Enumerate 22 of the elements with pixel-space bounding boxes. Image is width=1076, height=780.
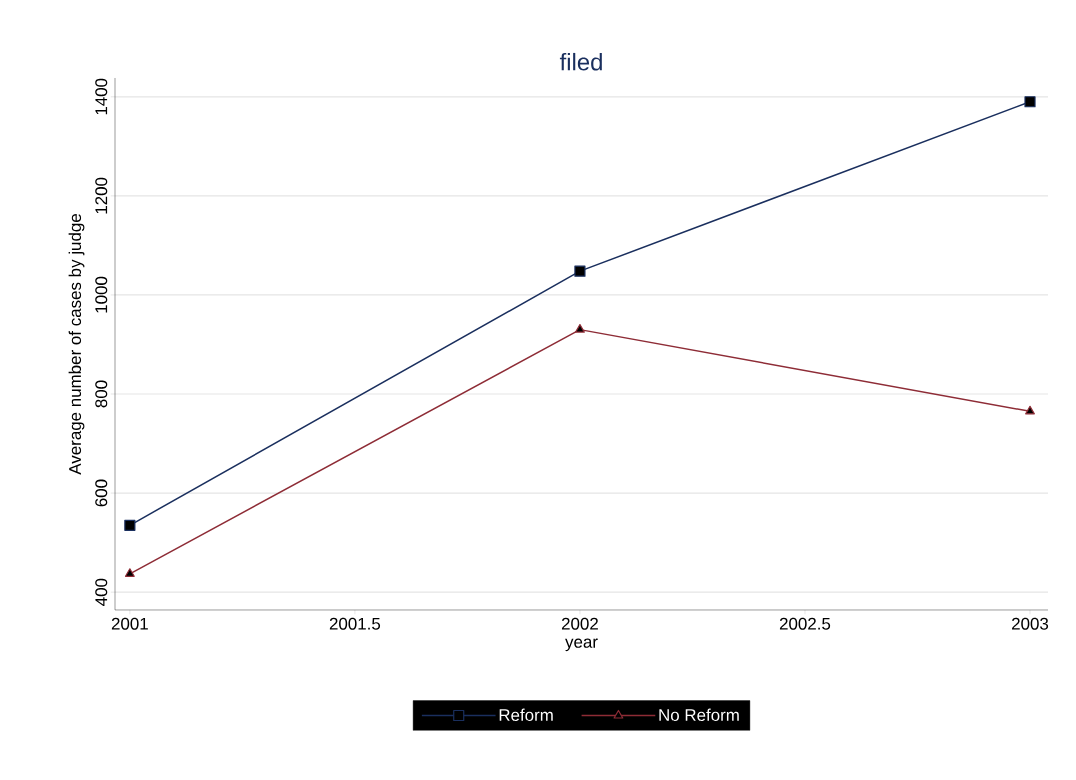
- point: [1025, 405, 1035, 415]
- x-tick-label: 2001.5: [329, 617, 381, 630]
- y-tick-label: 1200: [95, 177, 108, 214]
- y-tick-label: 600: [95, 479, 108, 507]
- y-tick-label: 1000: [95, 276, 108, 313]
- point: [575, 324, 585, 333]
- legend-label: No Reform: [659, 708, 739, 722]
- point: [124, 568, 135, 577]
- y-tick-label: 1400: [95, 78, 108, 115]
- x-tick-label: 2002: [561, 617, 598, 630]
- point: [1024, 96, 1036, 108]
- x-axis-title: year: [565, 638, 598, 652]
- x-tick-label: 2002.5: [779, 617, 831, 630]
- x-tick-label: 2001: [111, 617, 148, 630]
- y-tick-label: 800: [95, 380, 108, 408]
- point: [574, 265, 586, 277]
- y-tick-label: 400: [95, 578, 108, 606]
- point: [124, 519, 136, 531]
- legend-label: Reform: [499, 708, 553, 722]
- chart-title: filed: [559, 52, 602, 71]
- x-tick-label: 2003: [1012, 617, 1049, 630]
- y-axis-title: Average number of cases by judge: [68, 214, 85, 475]
